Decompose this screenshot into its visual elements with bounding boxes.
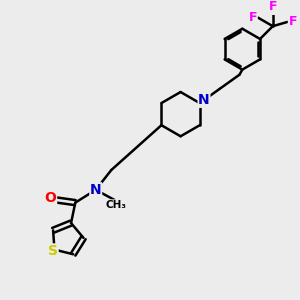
Text: CH₃: CH₃ — [105, 200, 126, 210]
Text: N: N — [90, 183, 102, 197]
Text: F: F — [249, 11, 257, 24]
Text: O: O — [45, 191, 57, 206]
Text: F: F — [268, 0, 277, 13]
Text: S: S — [48, 244, 58, 258]
Text: F: F — [288, 15, 297, 28]
Text: N: N — [198, 93, 210, 107]
